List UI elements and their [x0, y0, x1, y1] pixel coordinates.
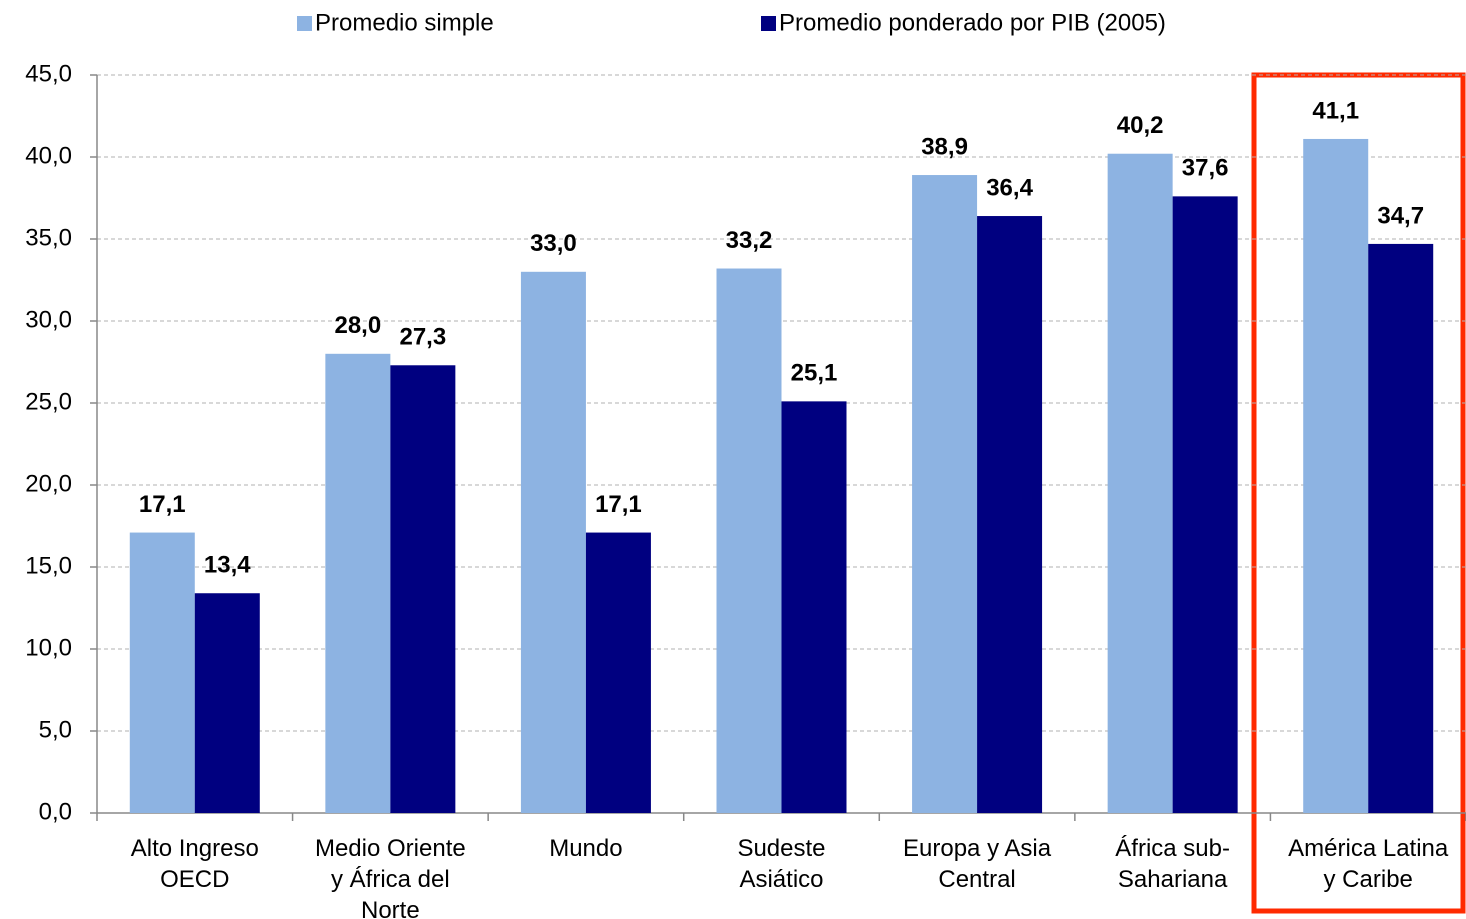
x-tick-label-line: Sahariana [1118, 866, 1228, 893]
x-tick-label-line: OECD [160, 866, 229, 893]
x-tick-label-line: Central [938, 866, 1015, 893]
value-label: 13,4 [204, 552, 251, 579]
x-tick-label: Europa y Asia Central [903, 835, 1052, 893]
bar [520, 271, 586, 813]
y-tick-label: 0,0 [39, 798, 72, 825]
value-label: 41,1 [1312, 97, 1359, 124]
bar [912, 175, 978, 814]
bar [1107, 153, 1173, 814]
x-tick-label: África sub- Sahariana [1115, 835, 1230, 893]
bar [325, 353, 391, 813]
y-tick-label: 10,0 [25, 634, 72, 661]
x-tick-label-line: Mundo [549, 835, 622, 862]
bar [781, 401, 847, 813]
bar [129, 532, 195, 813]
value-label: 28,0 [334, 312, 381, 339]
y-tick-label: 20,0 [25, 470, 72, 497]
value-label: 25,1 [791, 360, 838, 387]
x-tick-label-line: América Latina [1288, 835, 1449, 862]
y-tick-label: 5,0 [39, 716, 72, 743]
x-tick-label: Sudeste Asiático [737, 835, 825, 893]
y-tick-label: 40,0 [25, 142, 72, 169]
bar [1172, 196, 1238, 814]
y-tick-label: 45,0 [25, 60, 72, 87]
x-tick-label-line: Medio Oriente [315, 835, 466, 862]
legend-swatch [761, 16, 776, 31]
legend-swatch [297, 16, 312, 31]
y-tick-label: 15,0 [25, 552, 72, 579]
x-tick-label-line: Norte [361, 897, 420, 919]
bar [977, 216, 1043, 814]
legend-label: Promedio ponderado por PIB (2005) [779, 9, 1166, 36]
y-tick-label: 30,0 [25, 306, 72, 333]
y-tick-label: 25,0 [25, 388, 72, 415]
value-label: 33,0 [530, 230, 577, 257]
value-label: 38,9 [921, 133, 968, 160]
value-label: 33,2 [726, 227, 773, 254]
x-tick-label: América Latina y Caribe [1288, 835, 1449, 893]
value-label: 37,6 [1182, 155, 1229, 182]
x-tick-label-line: y Caribe [1324, 866, 1413, 893]
x-tick-label-line: África sub- [1115, 835, 1230, 862]
legend-label: Promedio simple [315, 9, 494, 36]
y-tick-label: 35,0 [25, 224, 72, 251]
bar [585, 532, 651, 813]
x-tick-label: Mundo [549, 835, 622, 862]
x-tick-label-line: Sudeste [737, 835, 825, 862]
value-label: 40,2 [1117, 112, 1164, 139]
bar [716, 268, 782, 813]
x-tick-label: Medio Oriente y África del Norte [315, 835, 466, 919]
value-label: 17,1 [139, 491, 186, 518]
value-label: 17,1 [595, 491, 642, 518]
value-label: 27,3 [399, 324, 446, 351]
x-tick-label-line: y África del [331, 866, 450, 893]
value-label: 36,4 [986, 174, 1033, 201]
bar [194, 593, 260, 813]
x-tick-label-line: Alto Ingreso [131, 835, 259, 862]
x-tick-label-line: Europa y Asia [903, 835, 1052, 862]
value-label: 34,7 [1377, 202, 1424, 229]
x-tick-label-line: Asiático [739, 866, 823, 893]
bar [1368, 243, 1434, 814]
bar [1303, 138, 1369, 813]
bar [390, 365, 456, 813]
x-tick-label: Alto Ingreso OECD [131, 835, 259, 893]
